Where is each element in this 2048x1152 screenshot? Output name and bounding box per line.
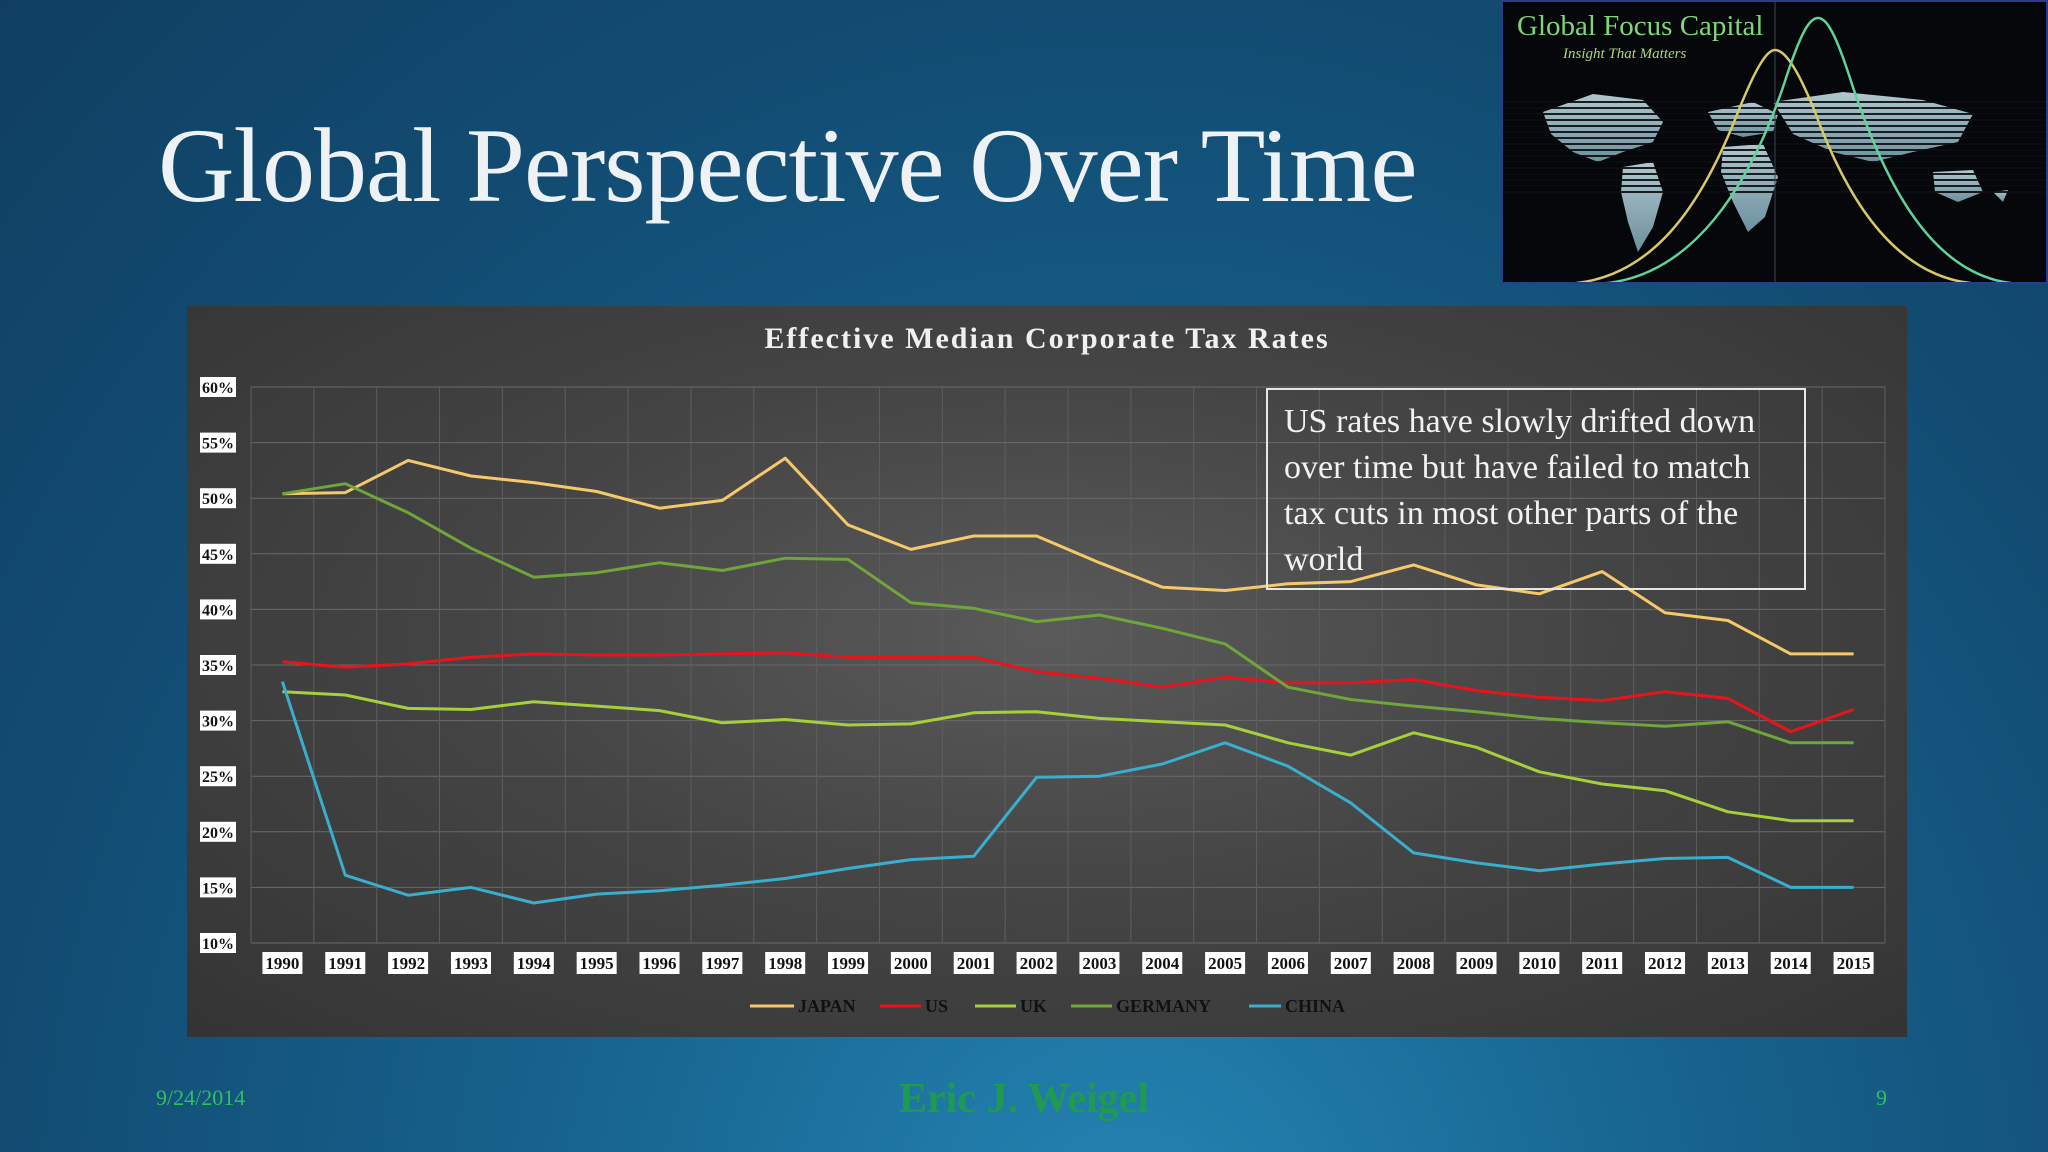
x-tick-label-bg [1142, 952, 1183, 974]
x-tick-label: 1999 [831, 954, 865, 973]
legend-label-germany: GERMANY [1116, 996, 1211, 1016]
y-tick-label-bg [200, 599, 236, 620]
x-tick-label-bg [890, 952, 931, 974]
y-tick-label-bg [200, 877, 236, 898]
y-tick-label-bg [200, 710, 236, 731]
x-tick-label: 2011 [1586, 954, 1619, 973]
y-tick-label-bg [200, 377, 236, 397]
x-tick-label: 2008 [1397, 954, 1431, 973]
x-tick-label-bg [1393, 952, 1434, 974]
series-line-china [280, 681, 1854, 905]
line-chart: 10% 15% 20% 25% 30% 35% 40% 45% 50% 55% 60% 1990 199… [200, 377, 1886, 1016]
x-tick-label-bg [1267, 952, 1308, 974]
x-tick-label-bg [450, 952, 491, 974]
y-tick-label: 30% [202, 714, 234, 731]
x-tick-label-bg [1330, 952, 1371, 974]
series-line-japan [282, 456, 1854, 656]
x-tick-label-bg [1079, 952, 1120, 974]
x-tick-label: 1990 [265, 954, 299, 973]
legend-label-uk: UK [1020, 996, 1047, 1016]
x-tick-label: 2010 [1522, 954, 1556, 973]
y-tick-label: 35% [202, 658, 234, 675]
y-tick-label: 60% [202, 380, 234, 397]
x-tick-label-bg [828, 952, 869, 974]
x-tick-label: 2001 [957, 954, 991, 973]
x-tick-label: 1991 [328, 954, 362, 973]
x-tick-label-bg [388, 952, 429, 974]
x-tick-label: 1995 [580, 954, 614, 973]
y-tick-label-bg [200, 488, 236, 509]
x-tick-label-bg [1016, 952, 1057, 974]
y-tick-label-bg [200, 821, 236, 842]
series-line-uk [282, 690, 1854, 823]
y-tick-label: 45% [202, 547, 234, 564]
x-tick-label-bg [639, 952, 680, 974]
y-tick-label-bg [200, 766, 236, 787]
logo-tagline: Insight That Matters [1563, 46, 1687, 62]
x-tick-label-bg [1645, 952, 1686, 974]
chart-annotation: US rates have slowly drifted down over t… [1266, 388, 1806, 590]
x-tick-label: 2003 [1082, 954, 1116, 973]
x-tick-label-bg [953, 952, 994, 974]
series-line-germany [282, 482, 1854, 745]
x-tick-label: 2000 [894, 954, 928, 973]
y-tick-label: 50% [202, 491, 234, 508]
y-tick-label: 55% [202, 436, 234, 453]
y-tick-label-bg [200, 432, 236, 453]
x-tick-label: 2013 [1711, 954, 1745, 973]
logo-company-name: Global Focus Capital [1517, 10, 1764, 42]
y-tick-label: 25% [202, 769, 234, 786]
chart-title: Effective Median Corporate Tax Rates [764, 322, 1330, 355]
x-tick-label-bg [576, 952, 617, 974]
y-tick-label-bg [200, 933, 236, 953]
x-tick-label: 2015 [1837, 954, 1871, 973]
x-tick-label-bg [262, 952, 303, 974]
x-tick-label-bg [765, 952, 806, 974]
x-tick-label-bg [1770, 952, 1811, 974]
x-tick-label-bg [325, 952, 366, 974]
x-tick-label-bg [1456, 952, 1497, 974]
slide-title: Global Perspective Over Time [158, 107, 1418, 224]
x-tick-label: 2012 [1648, 954, 1682, 973]
x-tick-label: 1994 [517, 954, 552, 973]
legend-label-china: CHINA [1285, 996, 1345, 1016]
chart-panel: Effective Median Corporate Tax Rates 10%… [187, 306, 1907, 1037]
company-logo: Global Focus Capital Insight That Matter… [1501, 0, 2048, 284]
footer-author: Eric J. Weigel [898, 1076, 1149, 1122]
x-tick-label: 2007 [1334, 954, 1369, 973]
legend-label-japan: JAPAN [798, 996, 856, 1016]
x-tick-label: 2009 [1460, 954, 1494, 973]
x-tick-label-bg [513, 952, 554, 974]
x-tick-label: 2004 [1145, 954, 1180, 973]
y-tick-label: 10% [202, 936, 234, 953]
x-tick-label: 2006 [1271, 954, 1305, 973]
x-tick-label: 1998 [768, 954, 802, 973]
legend-label-us: US [925, 996, 948, 1016]
x-tick-label-bg [702, 952, 743, 974]
x-tick-label-bg [1205, 952, 1246, 974]
x-tick-label: 1997 [705, 954, 740, 973]
x-tick-label: 2002 [1020, 954, 1054, 973]
footer-date: 9/24/2014 [156, 1085, 246, 1110]
y-tick-label: 40% [202, 602, 234, 619]
x-tick-label-bg [1833, 952, 1874, 974]
y-tick-label-bg [200, 543, 236, 564]
x-tick-label: 2005 [1208, 954, 1242, 973]
x-tick-label: 2014 [1774, 954, 1809, 973]
y-tick-label: 20% [202, 825, 234, 842]
bell-curve-icon-secondary [1603, 16, 2015, 282]
x-tick-label: 1992 [391, 954, 425, 973]
x-tick-label-bg [1519, 952, 1560, 974]
y-tick-label-bg [200, 655, 236, 675]
x-tick-label: 1996 [643, 954, 677, 973]
bell-curve-icon [1573, 48, 1974, 282]
series-line-us [282, 651, 1855, 734]
x-tick-label-bg [1707, 952, 1748, 974]
x-tick-label: 1993 [454, 954, 488, 973]
x-tick-label-bg [1582, 952, 1623, 974]
logo-graphic [1503, 2, 2046, 282]
y-tick-label: 15% [202, 880, 234, 897]
footer-page-number: 9 [1876, 1085, 1887, 1110]
